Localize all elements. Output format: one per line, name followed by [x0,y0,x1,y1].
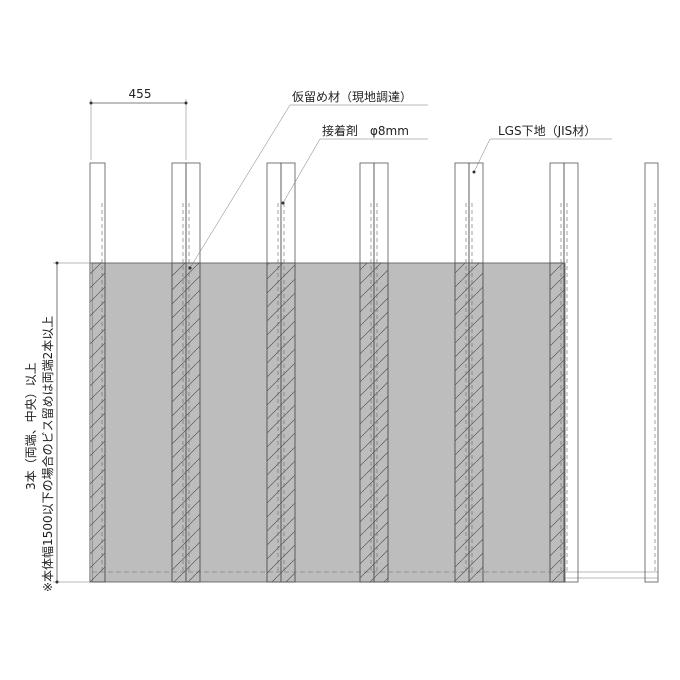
stud-part [644,162,659,583]
stud-part [171,262,187,583]
stud-part [280,262,296,583]
stud-part [563,162,579,583]
vertical-dimension: 3本（両端、中央）以上 ※本体幅1500以下の場合のビス留めは両端2本以上 [23,261,92,592]
stud-part [266,262,282,583]
leaders: 仮留め材（現地調達） 接着剤 φ8mm LGS下地（JIS材） [188,90,612,270]
stud-part [549,262,565,583]
stud-part [373,262,389,583]
panel [91,262,566,583]
stud-part [359,262,375,583]
note-1: 3本（両端、中央）以上 [23,362,38,490]
label-temporary: 仮留め材（現地調達） [292,90,412,104]
dimension-label: 455 [129,87,152,101]
note-2: ※本体幅1500以下の場合のビス留めは両端2本以上 [40,316,55,592]
stud-part [454,262,470,583]
label-adhesive: 接着剤 φ8mm [322,123,409,138]
stud-part [468,262,484,583]
label-lgs: LGS下地（JIS材） [498,124,596,138]
dimension: 455 [89,87,188,160]
stud-part [89,262,106,583]
studs [89,162,659,583]
stud-part [185,262,201,583]
